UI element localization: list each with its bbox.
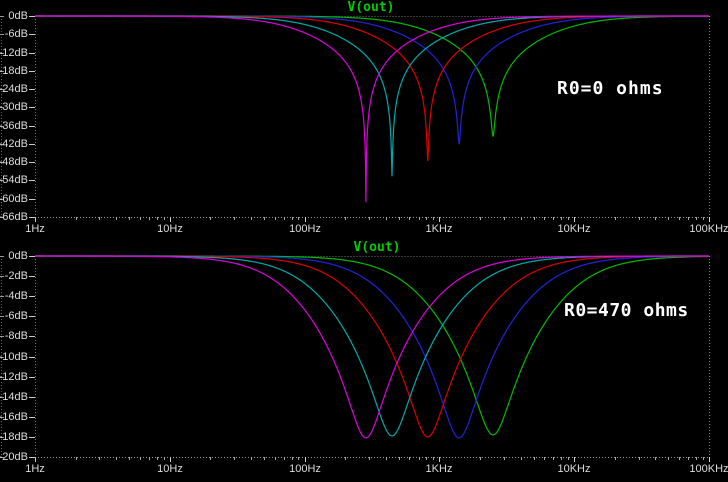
y-axis-tick-label: -60dB — [0, 193, 28, 205]
y-axis-tick-label: 0dB — [8, 10, 28, 22]
trace-legend-top: V(out) — [347, 0, 395, 15]
y-axis-tick-label: -6dB — [4, 310, 28, 322]
y-axis-tick-label: -12dB — [0, 371, 28, 383]
trace-notch-2500Hz — [34, 15, 710, 137]
y-axis-tick-label: -4dB — [4, 290, 28, 302]
x-axis-tick-label: 100KHz — [689, 223, 728, 235]
y-axis-tick-label: -42dB — [0, 138, 28, 150]
x-axis-tick-label: 100KHz — [689, 463, 728, 475]
x-axis-tick-label: 10Hz — [157, 223, 183, 235]
x-axis-tick-label: 1Hz — [25, 223, 45, 235]
x-axis-tick-label: 1KHz — [425, 463, 453, 475]
y-axis-tick-label: -18dB — [0, 65, 28, 77]
trace-notch-285Hz — [34, 15, 710, 203]
trace-legend-bottom: V(out) — [353, 240, 401, 255]
y-axis-tick-label: -16dB — [0, 411, 28, 423]
y-axis-tick-label: -6dB — [4, 28, 28, 40]
x-axis-tick-label: 10Hz — [157, 463, 183, 475]
y-axis-tick-label: -30dB — [0, 101, 28, 113]
y-axis-tick-label: -20dB — [0, 451, 28, 463]
x-axis-tick-label: 10KHz — [557, 463, 591, 475]
y-axis-tick-label: 0dB — [8, 250, 28, 262]
y-axis-tick-label: -36dB — [0, 120, 28, 132]
x-axis-tick-label: 100Hz — [289, 223, 321, 235]
x-axis-tick-label: 1Hz — [25, 463, 45, 475]
y-axis-tick-label: -10dB — [0, 351, 28, 363]
x-axis-tick-label: 1KHz — [425, 223, 453, 235]
y-axis-tick-label: -2dB — [4, 270, 28, 282]
y-axis-tick-label: -48dB — [0, 156, 28, 168]
annotation-r0-0-ohms: R0=0 ohms — [557, 78, 664, 99]
y-axis-tick-label: -8dB — [4, 330, 28, 342]
trace-notch-285Hz — [34, 255, 710, 439]
y-axis-tick-label: -54dB — [0, 174, 28, 186]
y-axis-tick-label: -66dB — [0, 211, 28, 223]
y-axis-tick-label: -18dB — [0, 431, 28, 443]
y-axis-tick-label: -24dB — [0, 83, 28, 95]
trace-notch-1400Hz — [34, 255, 710, 439]
x-axis-tick-label: 100Hz — [289, 463, 321, 475]
annotation-r0-470-ohms: R0=470 ohms — [564, 300, 689, 321]
y-axis-tick-label: -12dB — [0, 47, 28, 59]
y-axis-tick-label: -14dB — [0, 391, 28, 403]
x-axis-tick-label: 10KHz — [557, 223, 591, 235]
